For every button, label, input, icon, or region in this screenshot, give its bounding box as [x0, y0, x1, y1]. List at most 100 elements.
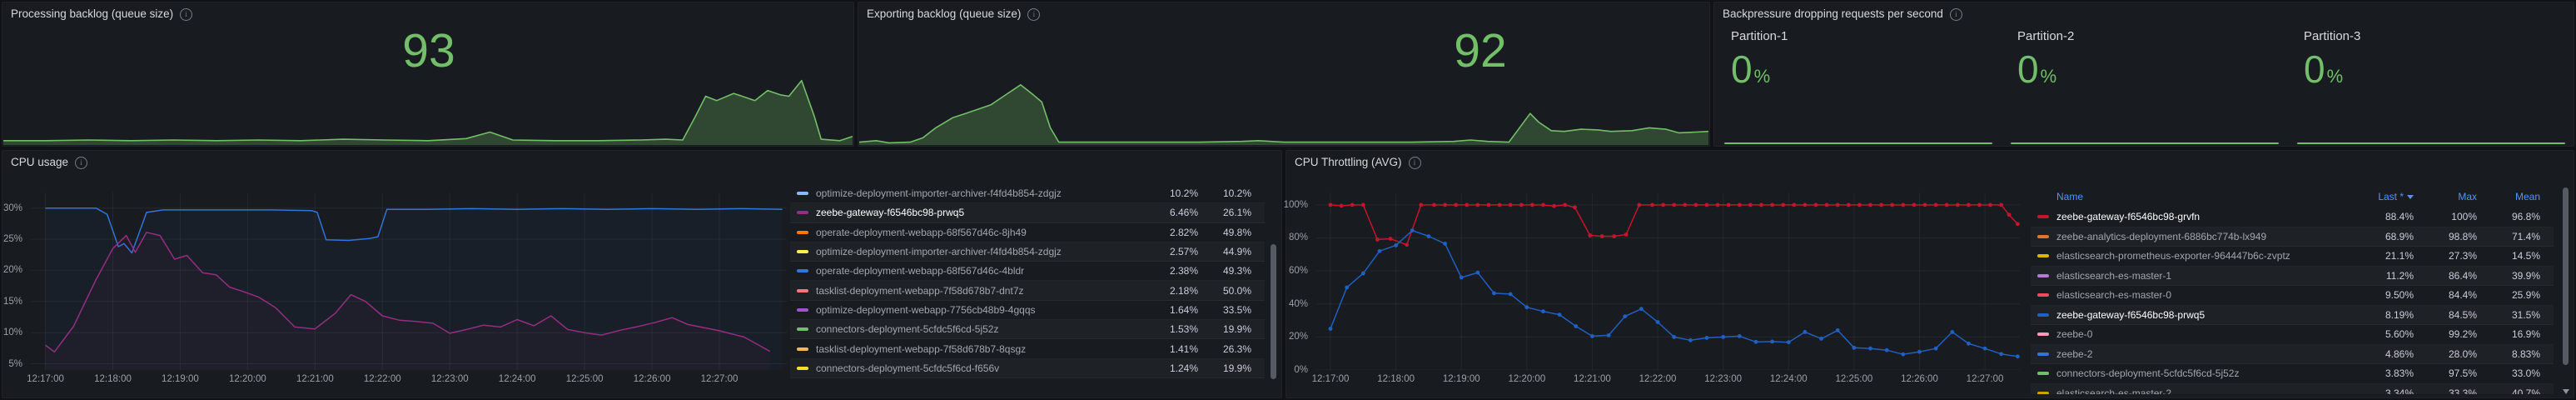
time-series-canvas	[31, 192, 787, 370]
series-name[interactable]: optimize-deployment-importer-archiver-f4…	[816, 246, 1062, 258]
legend-row[interactable]: operate-deployment-webapp-68f567d46c-8jh…	[790, 223, 1265, 242]
legend-value: 3.83%	[2385, 368, 2414, 380]
x-axis-label: 12:21:00	[296, 374, 334, 384]
series-color-swatch	[2037, 372, 2049, 376]
series-name[interactable]: zeebe-gateway-f6546bc98-grvfn	[2056, 211, 2201, 223]
legend-header-max[interactable]: Max	[2458, 191, 2477, 202]
x-axis-label: 12:18:00	[1377, 374, 1415, 384]
legend-row[interactable]: elasticsearch-es-master-1 11.2% 86.4% 39.9%	[2031, 267, 2554, 286]
legend-value: 98.8%	[2448, 230, 2477, 242]
flat-sparkline	[2011, 142, 2279, 144]
series-name[interactable]: elasticsearch-es-master-1	[2056, 269, 2172, 282]
time-series-canvas	[1316, 192, 2020, 370]
x-axis-label: 12:21:00	[1574, 374, 1611, 384]
legend-value: 21.1%	[2385, 250, 2414, 262]
legend-header-mean[interactable]: Mean	[2514, 191, 2540, 202]
legend-row[interactable]: connectors-deployment-5cfdc5f6cd-5j52z 1.…	[790, 320, 1265, 340]
sparkline-canvas	[859, 84, 1708, 145]
legend-value: 25.9%	[2511, 289, 2540, 302]
legend-value: 2.18%	[1169, 284, 1198, 297]
info-icon[interactable]	[180, 8, 193, 21]
legend-scrollbar[interactable]	[1271, 186, 1276, 379]
sparkline-canvas	[3, 79, 853, 145]
legend-row[interactable]: zeebe-2 4.86% 28.0% 8.83%	[2031, 345, 2554, 364]
legend-row[interactable]: connectors-deployment-5cfdc5f6cd-f656v 1.…	[790, 359, 1265, 378]
info-icon[interactable]	[1408, 156, 1421, 169]
legend-value: 68.9%	[2385, 230, 2414, 242]
legend-value: 28.0%	[2448, 348, 2477, 360]
legend-value: 97.5%	[2448, 368, 2477, 380]
legend-row[interactable]: optimize-deployment-importer-archiver-f4…	[790, 242, 1265, 262]
series-name[interactable]: elasticsearch-es-master-0	[2056, 289, 2172, 302]
series-color-swatch	[797, 347, 808, 351]
legend-row[interactable]: zeebe-gateway-f6546bc98-grvfn 88.4% 100% 96…	[2031, 208, 2554, 228]
legend-row[interactable]: zeebe-gateway-f6546bc98-prwq5 6.46% 26.1%	[790, 203, 1265, 223]
legend-row[interactable]: zeebe-analytics-deployment-6886bc774b-lx…	[2031, 228, 2554, 247]
series-name[interactable]: operate-deployment-webapp-68f567d46c-4bl…	[816, 265, 1025, 278]
x-axis-label: 12:18:00	[94, 374, 132, 384]
panel-exporting-backlog: Exporting backlog (queue size) 92	[858, 2, 1710, 147]
series-name[interactable]: connectors-deployment-5cfdc5f6cd-f656v	[816, 362, 1000, 374]
sparkline-chart	[3, 78, 853, 145]
cpu-usage-plot	[31, 192, 787, 370]
series-color-swatch	[797, 308, 808, 312]
y-axis: 0% 20% 40% 60% 80% 100%	[1284, 192, 1313, 375]
legend-row[interactable]: elasticsearch-prometheus-exporter-964447…	[2031, 247, 2554, 267]
legend-value: 88.4%	[2385, 211, 2414, 223]
panel-title: Processing backlog (queue size)	[11, 8, 174, 21]
series-name[interactable]: zeebe-0	[2056, 328, 2093, 341]
legend-value: 31.5%	[2511, 308, 2540, 321]
x-axis-label: 12:25:00	[565, 374, 604, 384]
legend-header-last[interactable]: Last *	[2350, 191, 2414, 202]
legend-value: 8.83%	[2511, 348, 2540, 360]
info-icon[interactable]	[75, 156, 88, 169]
legend-value: 49.3%	[1222, 265, 1251, 278]
legend-row[interactable]: tasklist-deployment-webapp-7f58d678b7-dn…	[790, 281, 1265, 301]
series-name[interactable]: connectors-deployment-5cfdc5f6cd-5j52z	[2056, 368, 2240, 380]
legend-value: 3.34%	[2385, 387, 2414, 394]
legend-row[interactable]: zeebe-0 5.60% 99.2% 16.9%	[2031, 325, 2554, 345]
series-name[interactable]: tasklist-deployment-webapp-7f58d678b7-8q…	[816, 342, 1027, 355]
series-color-swatch	[2037, 352, 2049, 356]
y-axis-label: 20%	[1288, 332, 1308, 342]
scrollbar-thumb[interactable]	[1271, 243, 1276, 379]
x-axis-label: 12:26:00	[1901, 374, 1938, 384]
x-axis-label: 12:26:00	[633, 374, 671, 384]
legend-header-name[interactable]: Name	[2056, 191, 2084, 202]
scrollbar-thumb[interactable]	[2563, 188, 2569, 366]
series-name[interactable]: tasklist-deployment-webapp-7f58d678b7-dn…	[816, 284, 1024, 297]
series-color-swatch	[2037, 215, 2049, 219]
series-name[interactable]: zeebe-2	[2056, 348, 2093, 360]
x-axis-label: 12:24:00	[1769, 374, 1808, 384]
legend-row[interactable]: elasticsearch-es-master-0 9.50% 84.4% 25.9%	[2031, 286, 2554, 306]
legend-row[interactable]: tasklist-deployment-webapp-7f58d678b7-8q…	[790, 339, 1265, 359]
legend-value: 84.4%	[2448, 289, 2477, 302]
scrollbar-down-arrow[interactable]	[2563, 389, 2569, 394]
series-name[interactable]: zeebe-gateway-f6546bc98-prwq5	[2056, 308, 2206, 321]
series-name[interactable]: optimize-deployment-importer-archiver-f4…	[816, 188, 1062, 200]
legend-row[interactable]: optimize-deployment-importer-archiver-f4…	[790, 184, 1265, 204]
series-color-swatch	[797, 366, 808, 370]
legend-row[interactable]: optimize-deployment-webapp-7756cb48b9-4g…	[790, 301, 1265, 321]
legend-value: 33.5%	[1222, 303, 1251, 316]
info-icon[interactable]	[1949, 8, 1962, 21]
legend-row[interactable]: operate-deployment-webapp-68f567d46c-4bl…	[790, 262, 1265, 282]
legend-row[interactable]: connectors-deployment-5cfdc5f6cd-5j52z 3.…	[2031, 364, 2554, 384]
legend-row-partial[interactable]: elasticsearch-es-master-2 3.34% 33.3% 40.7%	[2031, 384, 2554, 394]
series-name[interactable]: elasticsearch-prometheus-exporter-964447…	[2056, 250, 2290, 262]
series-color-swatch	[797, 230, 808, 234]
series-name[interactable]: zeebe-analytics-deployment-6886bc774b-lx…	[2056, 230, 2267, 242]
legend-row[interactable]: zeebe-gateway-f6546bc98-prwq5 8.19% 84.5% 3…	[2031, 306, 2554, 325]
series-name[interactable]: connectors-deployment-5cfdc5f6cd-5j52z	[816, 323, 999, 336]
series-name[interactable]: optimize-deployment-webapp-7756cb48b9-4g…	[816, 303, 1036, 316]
series-name[interactable]: operate-deployment-webapp-68f567d46c-8jh…	[816, 226, 1027, 238]
legend-scrollbar[interactable]	[2563, 188, 2569, 394]
series-name[interactable]: elasticsearch-es-master-2	[2056, 387, 2172, 394]
info-icon[interactable]	[1027, 8, 1041, 21]
y-axis-label: 60%	[1288, 266, 1308, 277]
panel-header: Exporting backlog (queue size)	[858, 2, 1709, 26]
series-color-swatch	[2037, 234, 2049, 238]
partition-label: Partition-1	[1731, 29, 1788, 43]
series-color-swatch	[2037, 293, 2049, 298]
series-name[interactable]: zeebe-gateway-f6546bc98-prwq5	[816, 207, 965, 219]
